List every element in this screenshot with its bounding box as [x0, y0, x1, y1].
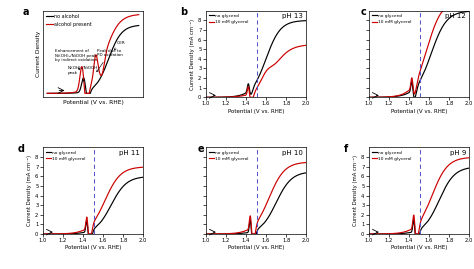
Text: pH 11: pH 11 — [119, 150, 140, 156]
Text: a: a — [23, 7, 29, 17]
X-axis label: Potential (V vs. RHE): Potential (V vs. RHE) — [65, 245, 121, 250]
Text: pH 9: pH 9 — [450, 150, 466, 156]
Text: pH 13: pH 13 — [283, 13, 303, 19]
Text: d: d — [18, 144, 25, 154]
Text: c: c — [361, 7, 366, 17]
Legend: no glycerol, 10 mM glycerol: no glycerol, 10 mM glycerol — [208, 13, 250, 25]
Text: pH 12: pH 12 — [446, 13, 466, 19]
Y-axis label: Current Density: Current Density — [36, 31, 41, 77]
Text: b: b — [181, 7, 188, 17]
X-axis label: Potential (V vs. RHE): Potential (V vs. RHE) — [63, 100, 123, 105]
Text: e: e — [198, 144, 204, 154]
Text: f: f — [344, 144, 348, 154]
X-axis label: Potential (V vs. RHE): Potential (V vs. RHE) — [228, 245, 284, 250]
Text: Peak due to
PD oxidation: Peak due to PD oxidation — [97, 49, 122, 72]
Legend: no alcohol, alcohol present: no alcohol, alcohol present — [45, 13, 93, 27]
X-axis label: Potential (V vs. RHE): Potential (V vs. RHE) — [391, 109, 447, 114]
Y-axis label: Current Density (mA cm⁻²): Current Density (mA cm⁻²) — [27, 155, 32, 226]
Text: Ni(OH)₂/NiOOH
peak: Ni(OH)₂/NiOOH peak — [67, 66, 98, 81]
Text: pH 10: pH 10 — [283, 150, 303, 156]
Text: Enhancement of
Ni(OH)₂/NiOOH peak
by indirect oxidation: Enhancement of Ni(OH)₂/NiOOH peak by ind… — [55, 49, 97, 70]
Legend: no glycerol, 10 mM glycerol: no glycerol, 10 mM glycerol — [45, 150, 87, 162]
Y-axis label: Current Density (mA cm⁻²): Current Density (mA cm⁻²) — [353, 155, 358, 226]
Y-axis label: Current Density (mA cm⁻²): Current Density (mA cm⁻²) — [191, 19, 195, 90]
X-axis label: Potential (V vs. RHE): Potential (V vs. RHE) — [391, 245, 447, 250]
Legend: no glycerol, 10 mM glycerol: no glycerol, 10 mM glycerol — [371, 150, 413, 162]
Text: OER: OER — [114, 41, 126, 50]
Legend: no glycerol, 10 mM glycerol: no glycerol, 10 mM glycerol — [208, 150, 250, 162]
X-axis label: Potential (V vs. RHE): Potential (V vs. RHE) — [228, 109, 284, 114]
Legend: no glycerol, 10 mM glycerol: no glycerol, 10 mM glycerol — [371, 13, 413, 25]
